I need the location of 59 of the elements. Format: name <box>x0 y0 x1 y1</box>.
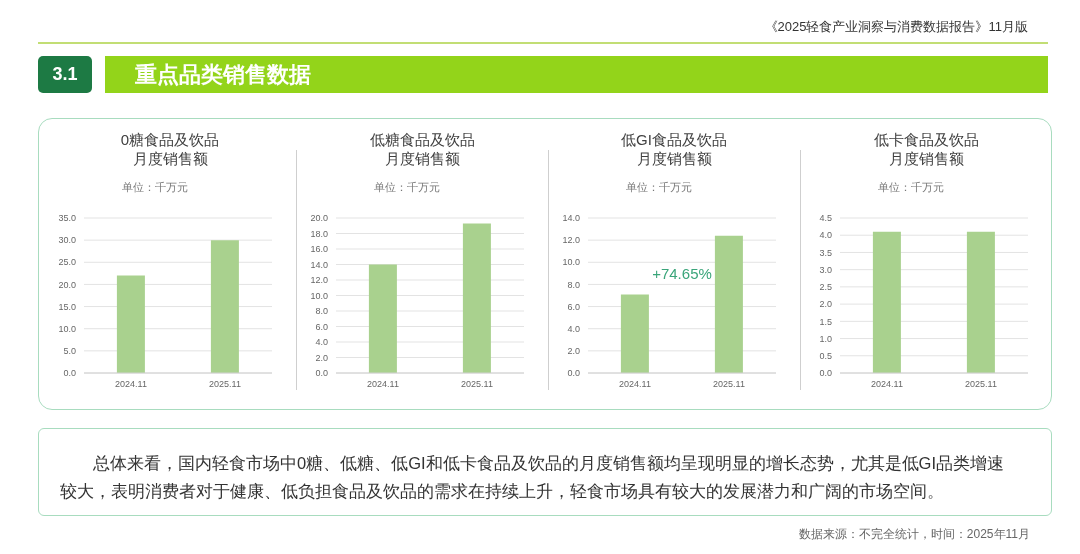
y-axis-title: 单位：千万元 <box>122 181 188 193</box>
x-tick-label: 2025.11 <box>965 379 997 390</box>
y-tick-label: 8.0 <box>315 306 328 317</box>
y-tick-label: 0.0 <box>63 368 76 379</box>
y-tick-label: 0.0 <box>819 368 832 379</box>
y-tick-label: 4.5 <box>819 213 832 224</box>
x-tick-label: 2025.11 <box>209 379 241 390</box>
y-tick-label: 4.0 <box>315 337 328 348</box>
y-tick-label: 12.0 <box>310 275 328 286</box>
x-tick-label: 2024.11 <box>619 379 651 390</box>
y-tick-label: 14.0 <box>562 213 580 224</box>
chart-title: 低卡食品及饮品月度销售额 <box>873 131 979 167</box>
y-tick-label: 2.0 <box>567 346 580 357</box>
y-tick-label: 0.0 <box>315 368 328 379</box>
y-tick-label: 30.0 <box>58 235 76 246</box>
y-tick-label: 14.0 <box>310 259 328 270</box>
y-tick-label: 20.0 <box>310 213 328 224</box>
y-tick-label: 35.0 <box>58 213 76 224</box>
x-tick-label: 2025.11 <box>461 379 493 390</box>
y-tick-label: 6.0 <box>315 321 328 332</box>
y-tick-label: 25.0 <box>58 257 76 268</box>
y-tick-label: 2.0 <box>315 352 328 363</box>
y-tick-label: 8.0 <box>567 279 580 290</box>
y-tick-label: 4.0 <box>567 323 580 334</box>
y-tick-label: 5.0 <box>63 346 76 357</box>
chart-title: 0糖食品及饮品月度销售额 <box>120 131 220 167</box>
y-axis-title: 单位：千万元 <box>626 181 692 193</box>
y-tick-label: 3.0 <box>819 264 832 275</box>
y-tick-label: 4.0 <box>819 230 832 241</box>
y-axis-title: 单位：千万元 <box>374 181 440 193</box>
text: 总体来看，国内轻食市场中0糖、低糖、低GI和低卡食品及饮品的月度销售额均呈现明显的增长态势，尤其是低GI品类增速较大，表明消费者对于健康、低负担食品及饮品的需求在持续上升，轻食市场具有较大的发展潜力和广阔的市场空间。 <box>60 454 1005 500</box>
y-tick-label: 3.5 <box>819 247 832 258</box>
y-tick-label: 12.0 <box>562 235 580 246</box>
y-tick-label: 1.5 <box>819 316 832 327</box>
title-banner: 重点品类销售数据 <box>105 56 1048 93</box>
chart-title: 低糖食品及饮品月度销售额 <box>369 131 475 167</box>
y-tick-label: 2.5 <box>819 282 832 293</box>
y-tick-label: 10.0 <box>310 290 328 301</box>
y-tick-label: 16.0 <box>310 244 328 255</box>
section-badge: 3.1 <box>38 56 92 93</box>
y-axis-title: 单位：千万元 <box>878 181 944 193</box>
annotation: +74.65% <box>652 264 712 282</box>
y-tick-label: 10.0 <box>58 323 76 334</box>
x-tick-label: 2025.11 <box>713 379 745 390</box>
x-tick-label: 2024.11 <box>871 379 903 390</box>
y-tick-label: 2.0 <box>819 299 832 310</box>
y-tick-label: 18.0 <box>310 228 328 239</box>
y-tick-label: 10.0 <box>562 257 580 268</box>
y-tick-label: 0.5 <box>819 350 832 361</box>
x-tick-label: 2024.11 <box>367 379 399 390</box>
y-tick-label: 6.0 <box>567 301 580 312</box>
x-tick-label: 2024.11 <box>115 379 147 390</box>
text: 《2025轻食产业洞察与消费数据报告》11月版 <box>764 19 1028 34</box>
chart-title: 低GI食品及饮品月度销售额 <box>621 131 727 167</box>
y-tick-label: 20.0 <box>58 279 76 290</box>
source-note: 数据来源：不完全统计，时间：2025年11月 <box>798 527 1030 541</box>
y-tick-label: 0.0 <box>567 368 580 379</box>
y-tick-label: 15.0 <box>58 301 76 312</box>
y-tick-label: 1.0 <box>819 333 832 344</box>
